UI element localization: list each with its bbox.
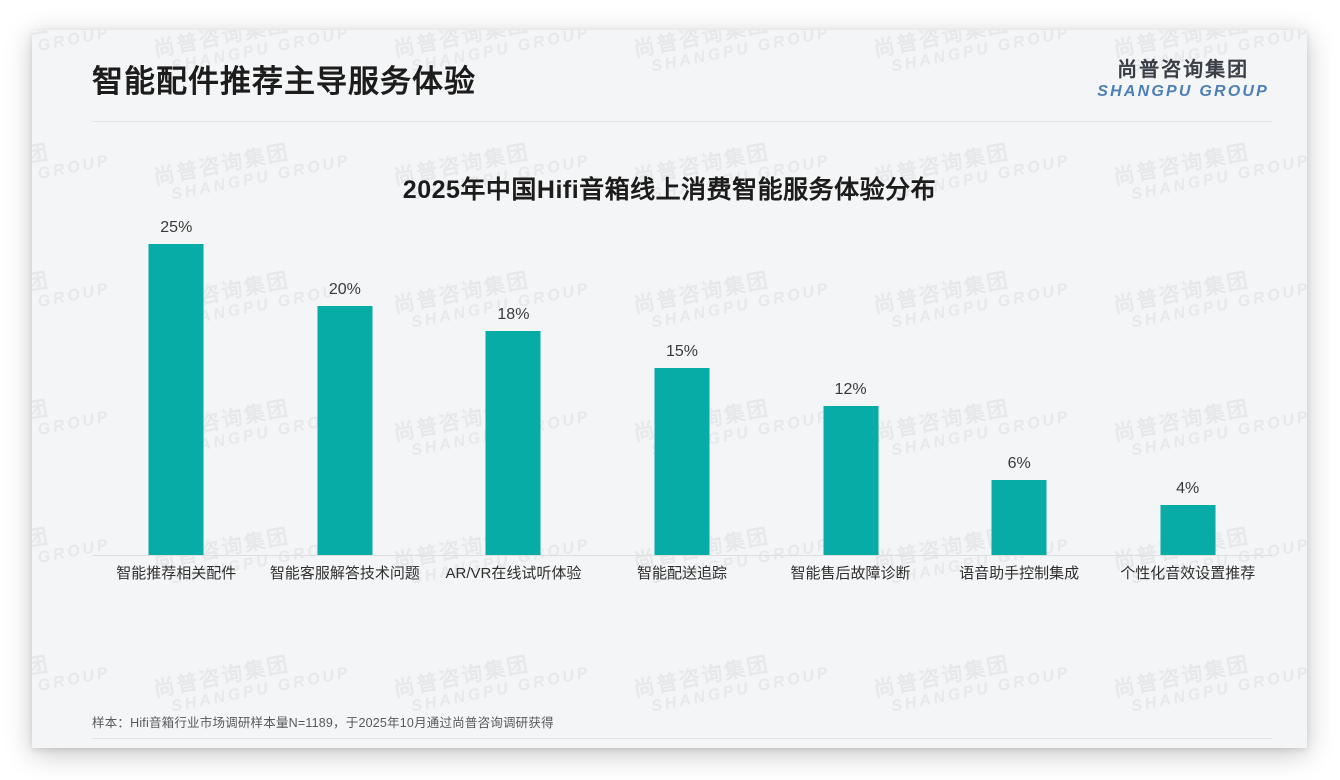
footnote-divider xyxy=(92,738,1272,739)
x-axis-line xyxy=(92,555,1272,556)
slide-header: 智能配件推荐主导服务体验 尚普咨询集团 SHANGPU GROUP xyxy=(32,30,1307,122)
bar-group: 18% xyxy=(429,219,598,555)
chart-title: 2025年中国Hifi音箱线上消费智能服务体验分布 xyxy=(402,176,937,204)
bar-group: 6% xyxy=(935,219,1104,555)
x-axis-label: 智能售后故障诊断 xyxy=(790,565,911,582)
brand-logo-en: SHANGPU GROUP xyxy=(1097,83,1269,100)
brand-logo: 尚普咨询集团 SHANGPU GROUP xyxy=(1097,58,1269,101)
bar-value-label: 18% xyxy=(497,306,530,323)
x-axis-label: 智能推荐相关配件 xyxy=(116,565,237,582)
bar-group: 12% xyxy=(766,219,935,555)
chart-footnote: 样本：Hifi音箱行业市场调研样本量N=1189，于2025年10月通过尚普咨询… xyxy=(92,716,554,730)
bar[interactable]: 15% xyxy=(654,343,710,555)
bar[interactable]: 25% xyxy=(148,219,204,555)
bar[interactable]: 4% xyxy=(1160,480,1216,555)
bar-group: 4% xyxy=(1103,219,1272,555)
brand-logo-cn: 尚普咨询集团 xyxy=(1117,59,1250,81)
bar[interactable]: 18% xyxy=(485,306,541,555)
bar-value-label: 6% xyxy=(1007,455,1031,473)
x-axis-label: 个性化音效设置推荐 xyxy=(1120,565,1256,582)
bar[interactable]: 20% xyxy=(317,281,373,555)
x-axis-label: 语音助手控制集成 xyxy=(959,565,1080,582)
bar-chart-plot-area: 25% 20% 18% 15% 12% 6% 4% xyxy=(92,219,1272,556)
bar-group: 25% xyxy=(92,219,261,555)
bar-value-label: 25% xyxy=(160,218,193,236)
x-axis-label: 智能客服解答技术问题 xyxy=(269,565,420,582)
bar[interactable]: 6% xyxy=(991,455,1047,555)
bar-value-label: 15% xyxy=(665,343,698,361)
page-title: 智能配件推荐主导服务体验 xyxy=(92,64,476,99)
bar-group: 15% xyxy=(598,219,767,555)
x-axis-label: 智能配送追踪 xyxy=(636,565,727,582)
x-axis-label: AR/VR在线试听体验 xyxy=(445,565,582,582)
bar-value-label: 12% xyxy=(834,380,867,398)
bar[interactable]: 12% xyxy=(823,381,879,555)
bar-group: 20% xyxy=(261,219,430,555)
bar-value-label: 4% xyxy=(1176,480,1200,498)
bar-value-label: 20% xyxy=(328,281,361,299)
x-axis-labels: 智能推荐相关配件 智能客服解答技术问题 AR/VR在线试听体验 智能配送追踪 智能售后故… xyxy=(92,562,1272,588)
slide-footer: ©2025.12 SHANGPU GROUP www.shangpu-china… xyxy=(32,742,1307,748)
header-divider xyxy=(92,121,1272,122)
